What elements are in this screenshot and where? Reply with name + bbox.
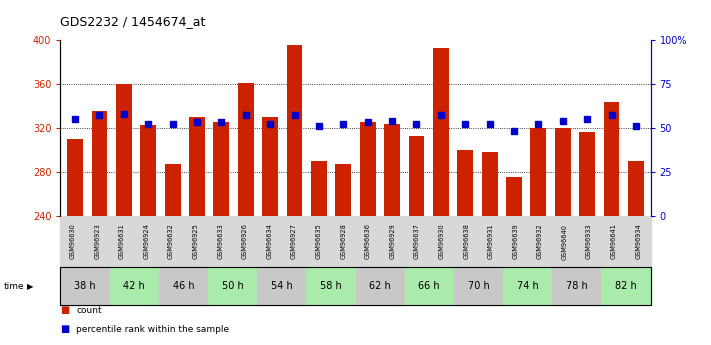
Text: ▶: ▶ [27, 282, 33, 291]
Bar [579, 132, 595, 216]
Text: GSM96934: GSM96934 [635, 224, 641, 259]
Text: GSM96636: GSM96636 [365, 224, 371, 259]
Bar [311, 161, 327, 216]
Text: GSM96633: GSM96633 [218, 224, 223, 259]
Text: 38 h: 38 h [74, 282, 96, 291]
Bar [628, 161, 644, 216]
Text: GSM96638: GSM96638 [463, 224, 469, 259]
Text: GSM96928: GSM96928 [340, 224, 346, 259]
Bar [140, 126, 156, 216]
Text: count: count [76, 306, 102, 315]
Text: GSM96632: GSM96632 [168, 224, 174, 259]
Text: 78 h: 78 h [566, 282, 588, 291]
Bar [92, 111, 107, 216]
Text: GSM96640: GSM96640 [562, 224, 567, 259]
Text: GDS2232 / 1454674_at: GDS2232 / 1454674_at [60, 16, 205, 29]
Bar [506, 177, 522, 216]
Bar [433, 49, 449, 216]
Bar [189, 117, 205, 216]
Text: GSM96924: GSM96924 [144, 224, 149, 259]
Text: GSM96926: GSM96926 [242, 224, 248, 259]
Text: 58 h: 58 h [320, 282, 342, 291]
Text: 42 h: 42 h [123, 282, 145, 291]
Text: GSM96925: GSM96925 [193, 224, 198, 259]
Text: 54 h: 54 h [271, 282, 293, 291]
Text: GSM96929: GSM96929 [390, 224, 395, 259]
Text: GSM96639: GSM96639 [513, 224, 518, 259]
Bar [67, 139, 83, 216]
Bar [238, 82, 254, 216]
Bar [165, 164, 181, 216]
Text: GSM96634: GSM96634 [267, 224, 272, 259]
Text: GSM96931: GSM96931 [488, 224, 493, 259]
Bar [481, 152, 498, 216]
Bar [409, 136, 424, 216]
Text: GSM96933: GSM96933 [586, 224, 592, 259]
Text: time: time [4, 282, 24, 291]
Bar [604, 102, 619, 216]
Text: 46 h: 46 h [173, 282, 194, 291]
Bar [213, 122, 230, 216]
Bar [287, 45, 302, 216]
Bar [360, 122, 375, 216]
Text: GSM96637: GSM96637 [414, 224, 420, 259]
Bar [384, 124, 400, 216]
Text: GSM96641: GSM96641 [611, 224, 616, 259]
Text: GSM96631: GSM96631 [119, 224, 125, 259]
Text: ■: ■ [60, 306, 70, 315]
Text: ■: ■ [60, 325, 70, 334]
Text: GSM96635: GSM96635 [316, 224, 321, 259]
Text: 74 h: 74 h [517, 282, 538, 291]
Text: GSM96630: GSM96630 [70, 224, 76, 259]
Bar [530, 128, 546, 216]
Bar [555, 128, 571, 216]
Bar [116, 84, 132, 216]
Text: 70 h: 70 h [468, 282, 489, 291]
Text: percentile rank within the sample: percentile rank within the sample [76, 325, 229, 334]
Bar [336, 164, 351, 216]
Text: GSM96932: GSM96932 [537, 224, 543, 259]
Text: 82 h: 82 h [615, 282, 637, 291]
Text: 50 h: 50 h [222, 282, 243, 291]
Bar [457, 150, 473, 216]
Bar [262, 117, 278, 216]
Text: GSM96930: GSM96930 [439, 224, 444, 259]
Text: 62 h: 62 h [369, 282, 391, 291]
Text: 66 h: 66 h [419, 282, 440, 291]
Text: GSM96923: GSM96923 [95, 224, 100, 259]
Text: GSM96927: GSM96927 [291, 224, 297, 259]
